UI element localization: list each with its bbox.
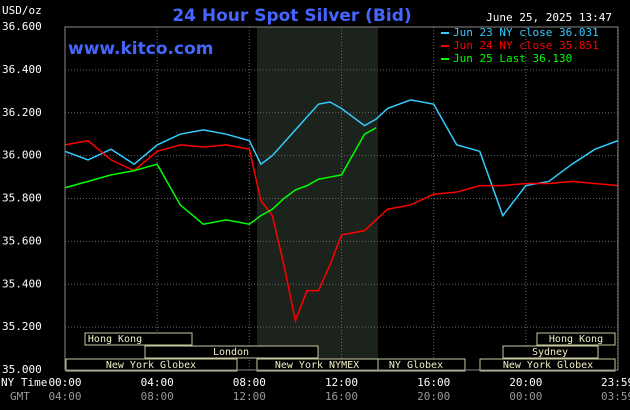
session-bar — [84, 332, 193, 346]
x-tick-label: 00:00 — [48, 376, 81, 389]
x2-tick-label: 20:00 — [417, 390, 450, 403]
x-tick-label: 04:00 — [141, 376, 174, 389]
series-line — [64, 127, 377, 226]
plot-frame — [64, 26, 619, 371]
y-tick-label: 35.000 — [2, 363, 42, 376]
session-label: Hong Kong — [88, 334, 142, 345]
x-tick-label: 23:59 — [601, 376, 630, 389]
x-tick-label: 16:00 — [417, 376, 450, 389]
session-label: New York Globex — [503, 360, 593, 371]
session-label: NY Globex — [389, 360, 443, 371]
series-line — [64, 99, 619, 218]
x2-tick-label: 03:59 — [601, 390, 630, 403]
x-tick-label: 20:00 — [509, 376, 542, 389]
session-label: London — [213, 347, 249, 358]
timestamp: June 25, 2025 13:47 — [486, 11, 612, 24]
legend-label: Jun 24 NY close 35.851 — [453, 39, 599, 52]
session-label: New York NYMEX — [275, 360, 359, 371]
y-tick-label: 35.600 — [2, 234, 42, 247]
legend-label: Jun 23 NY close 36.031 — [453, 26, 599, 39]
source: www.kitco.com — [68, 39, 213, 59]
x2-tick-label: 08:00 — [141, 390, 174, 403]
x-row-label: GMT — [10, 390, 30, 403]
y-tick-label: 35.800 — [2, 192, 42, 205]
session-bar — [144, 345, 319, 359]
series-line — [64, 139, 619, 324]
x2-tick-label: 04:00 — [48, 390, 81, 403]
y-tick-label: 36.000 — [2, 149, 42, 162]
session-bar — [502, 345, 599, 359]
session-label: Hong Kong — [549, 334, 603, 345]
x2-tick-label: 00:00 — [509, 390, 542, 403]
y-tick-label: 36.600 — [2, 20, 42, 33]
x-tick-label: 12:00 — [325, 376, 358, 389]
chart-title: 24 Hour Spot Silver (Bid) — [172, 6, 411, 26]
y-tick-label: 36.400 — [2, 63, 42, 76]
y-tick-label: 35.400 — [2, 277, 42, 290]
session-label: Sydney — [532, 347, 568, 358]
x2-tick-label: 12:00 — [233, 390, 266, 403]
x-row-label: NY Time — [1, 376, 47, 389]
legend-label: Jun 25 Last 36.130 — [453, 52, 572, 65]
x-tick-label: 08:00 — [233, 376, 266, 389]
session-label: New York Globex — [106, 360, 196, 371]
y-tick-label: 36.200 — [2, 106, 42, 119]
y-tick-label: 35.200 — [2, 320, 42, 333]
y-axis-label: USD/oz — [2, 4, 42, 17]
x2-tick-label: 16:00 — [325, 390, 358, 403]
session-bar — [479, 358, 616, 372]
session-bar — [65, 358, 238, 372]
session-bar — [536, 332, 616, 346]
sessions: Hong Kong London New York Globex New Yor… — [65, 332, 616, 372]
session-bar — [377, 358, 466, 372]
